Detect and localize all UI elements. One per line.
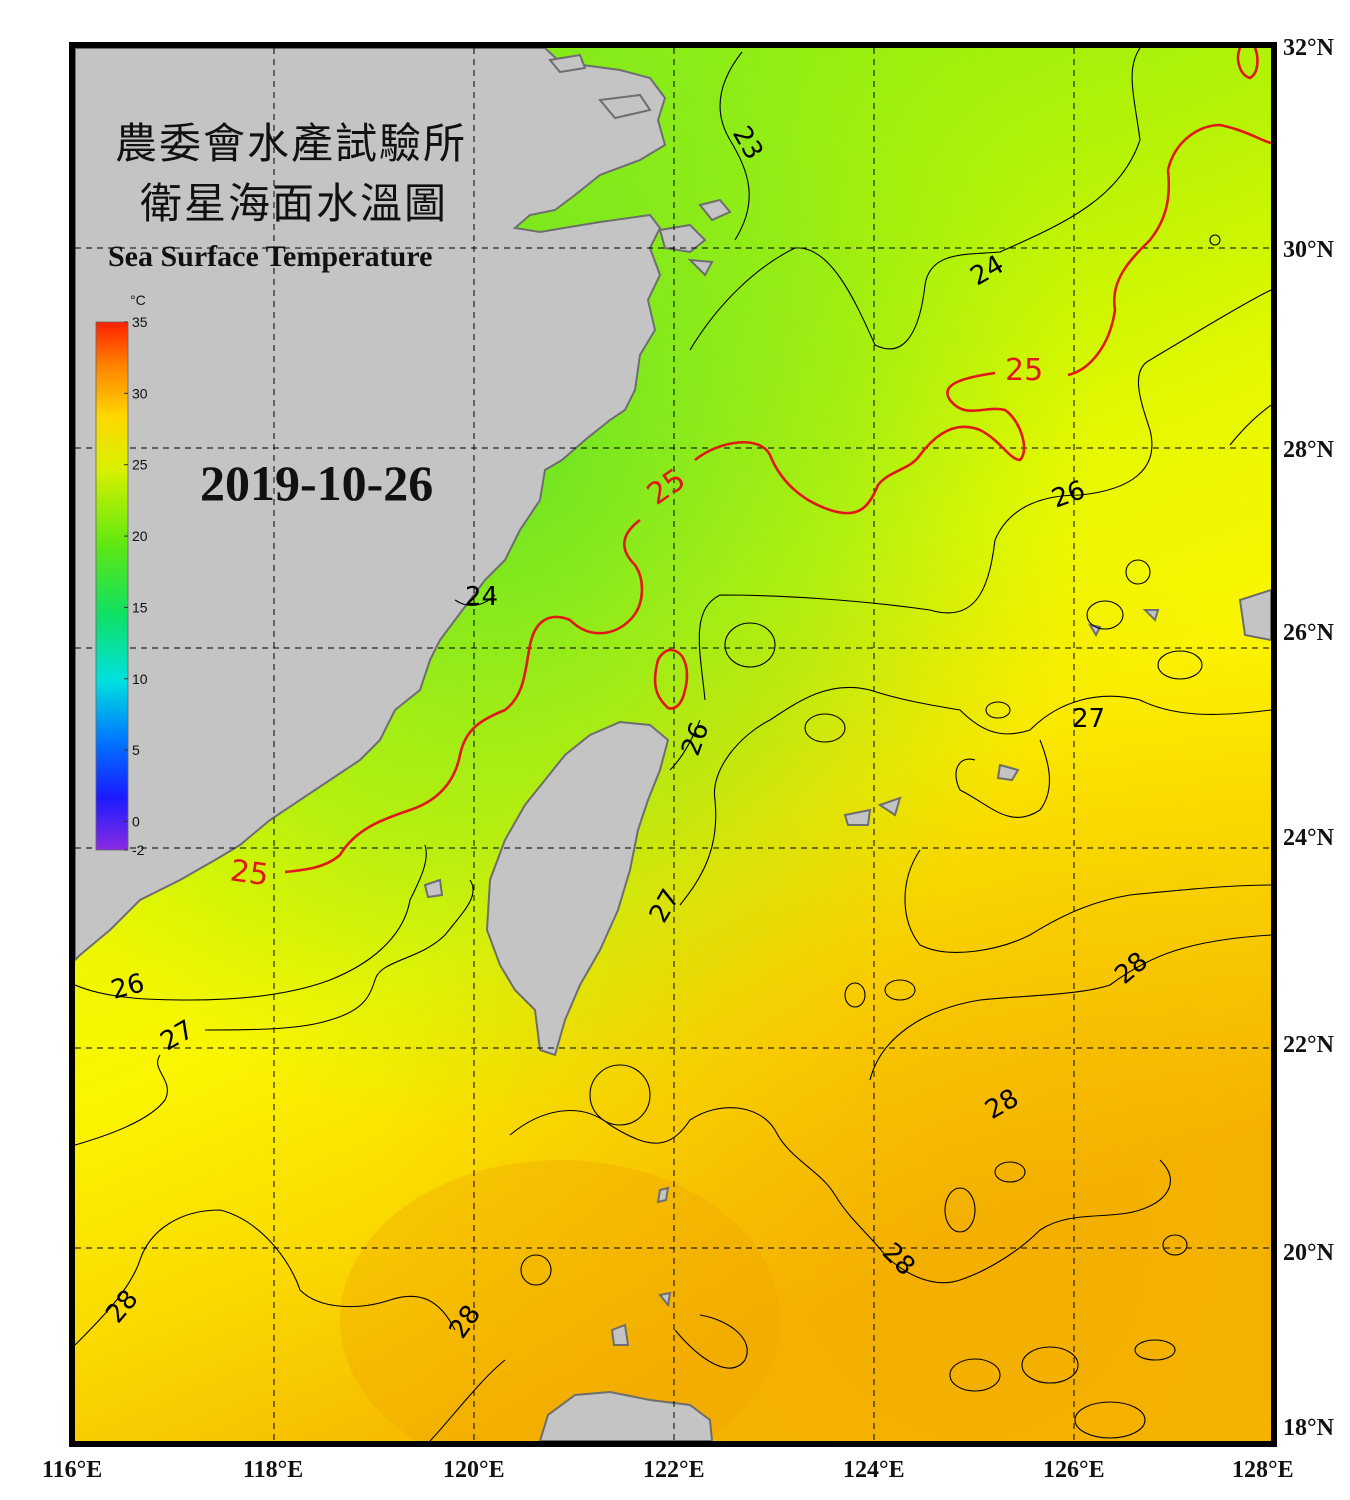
lon-label: 116°E bbox=[42, 1457, 102, 1483]
lat-label: 28°N bbox=[1283, 437, 1335, 463]
isotherm-loop-3 bbox=[724, 622, 776, 668]
isotherm-loop-14 bbox=[1134, 1339, 1176, 1361]
graticule bbox=[75, 48, 1271, 1441]
colorbar-scale bbox=[95, 321, 129, 851]
isotherm-27-mid bbox=[904, 849, 1271, 953]
contour-label: 25 bbox=[1005, 353, 1043, 388]
colorbar: °C 35 30 25 20 15 10 5 0 -2 bbox=[95, 292, 148, 858]
isotherm-loop-13 bbox=[949, 1358, 1001, 1392]
isotherm-28-b bbox=[75, 1209, 456, 1346]
lon-label: 124°E bbox=[843, 1457, 905, 1483]
lat-label: 20°N bbox=[1283, 1240, 1335, 1266]
isotherm-loop-11 bbox=[520, 1254, 552, 1286]
isotherm-28-d bbox=[429, 1359, 506, 1441]
contour-label: 27 bbox=[1072, 704, 1105, 734]
lat-label: 22°N bbox=[1283, 1032, 1335, 1058]
colorbar-tick-label: 35 bbox=[132, 314, 148, 330]
isotherm-loop-16 bbox=[985, 701, 1011, 719]
isotherm-26-north bbox=[698, 289, 1271, 701]
small-islands-south bbox=[610, 1186, 672, 1346]
isotherm-25-north bbox=[694, 371, 1026, 515]
map-date: 2019-10-26 bbox=[200, 455, 433, 511]
colorbar-tick-label: 5 bbox=[132, 742, 140, 758]
isotherm-loop-12 bbox=[1021, 1346, 1079, 1384]
taiwan bbox=[485, 720, 670, 1057]
lon-label: 120°E bbox=[443, 1457, 505, 1483]
sea-warm-south bbox=[340, 1160, 780, 1441]
isotherm-23 bbox=[719, 51, 750, 241]
isotherm-loop-10 bbox=[994, 1161, 1026, 1183]
isotherm-loop-2 bbox=[804, 713, 846, 743]
isotherm-loop-4 bbox=[1157, 650, 1203, 680]
isotherm-loop-8 bbox=[844, 982, 866, 1008]
isotherms bbox=[75, 48, 1271, 1441]
lat-label: 18°N bbox=[1283, 1415, 1335, 1441]
lat-label: 24°N bbox=[1283, 825, 1335, 851]
colorbar-tick-label: 20 bbox=[132, 528, 148, 544]
colorbar-tick-label: 25 bbox=[132, 457, 148, 473]
colorbar-unit: °C bbox=[130, 292, 146, 308]
lat-label: 30°N bbox=[1283, 237, 1335, 263]
isotherm-loop-17 bbox=[1209, 234, 1221, 246]
isotherm-27-se bbox=[955, 739, 1051, 818]
isotherm-25-top bbox=[1236, 48, 1259, 80]
isotherm-27-west bbox=[204, 879, 474, 1031]
lon-label: 128°E bbox=[1232, 1457, 1294, 1483]
isotherm-24-north bbox=[689, 48, 1141, 351]
lon-label: 126°E bbox=[1043, 1457, 1105, 1483]
isotherm-loop-1 bbox=[589, 1064, 651, 1126]
zhoushan-islands bbox=[548, 53, 732, 277]
colorbar-tick-label: -2 bbox=[132, 842, 145, 858]
isotherm-27-r bbox=[1229, 404, 1271, 446]
colorbar-tick-label: 0 bbox=[132, 813, 140, 829]
lon-labels: 116°E 118°E 120°E 122°E 124°E 126°E 128°… bbox=[42, 1457, 1294, 1483]
colorbar-tick-label: 10 bbox=[132, 671, 148, 687]
china-mainland bbox=[75, 48, 667, 962]
penghu bbox=[423, 878, 444, 899]
isotherm-25-main bbox=[284, 518, 644, 874]
isotherm-24-coast bbox=[454, 594, 496, 606]
lat-label: 32°N bbox=[1283, 35, 1335, 61]
isotherm-25-loop bbox=[653, 648, 689, 710]
lat-label: 26°N bbox=[1283, 620, 1335, 646]
lon-label: 118°E bbox=[243, 1457, 303, 1483]
contour-label: 24 bbox=[465, 582, 498, 612]
isotherm-loop-5 bbox=[1086, 600, 1124, 630]
title-english: Sea Surface Temperature bbox=[108, 240, 432, 273]
isotherm-26-south bbox=[75, 844, 427, 1001]
isotherm-28-c bbox=[509, 1107, 1171, 1284]
colorbar-tick-label: 30 bbox=[132, 385, 148, 401]
isotherm-25-group bbox=[284, 48, 1271, 874]
title-line-1: 農委會水產試驗所 bbox=[115, 119, 467, 168]
isotherm-loop-9 bbox=[944, 1187, 976, 1233]
isotherm-25-east bbox=[1067, 123, 1271, 377]
title-line-2: 衛星海面水溫圖 bbox=[140, 179, 448, 228]
ryukyu-islands bbox=[843, 588, 1271, 826]
isotherm-26-taiwan bbox=[669, 719, 701, 771]
lat-labels: 32°N 30°N 28°N 26°N 24°N 22°N 20°N 18°N bbox=[1283, 35, 1335, 1441]
colorbar-tick-label: 15 bbox=[132, 599, 148, 615]
isotherm-27-east bbox=[679, 686, 1271, 906]
isotherm-loop-7 bbox=[884, 979, 916, 1001]
isotherm-loop-6 bbox=[1125, 559, 1151, 585]
isotherm-28-e bbox=[674, 1314, 748, 1369]
isotherm-loop-18 bbox=[1074, 1401, 1146, 1439]
isotherm-loop-15 bbox=[1162, 1234, 1188, 1256]
lon-label: 122°E bbox=[643, 1457, 705, 1483]
isotherm-28-a bbox=[869, 934, 1271, 1081]
luzon bbox=[538, 1390, 714, 1441]
isotherm-27-sw bbox=[75, 1054, 168, 1146]
contour-label: 25 bbox=[228, 853, 271, 893]
